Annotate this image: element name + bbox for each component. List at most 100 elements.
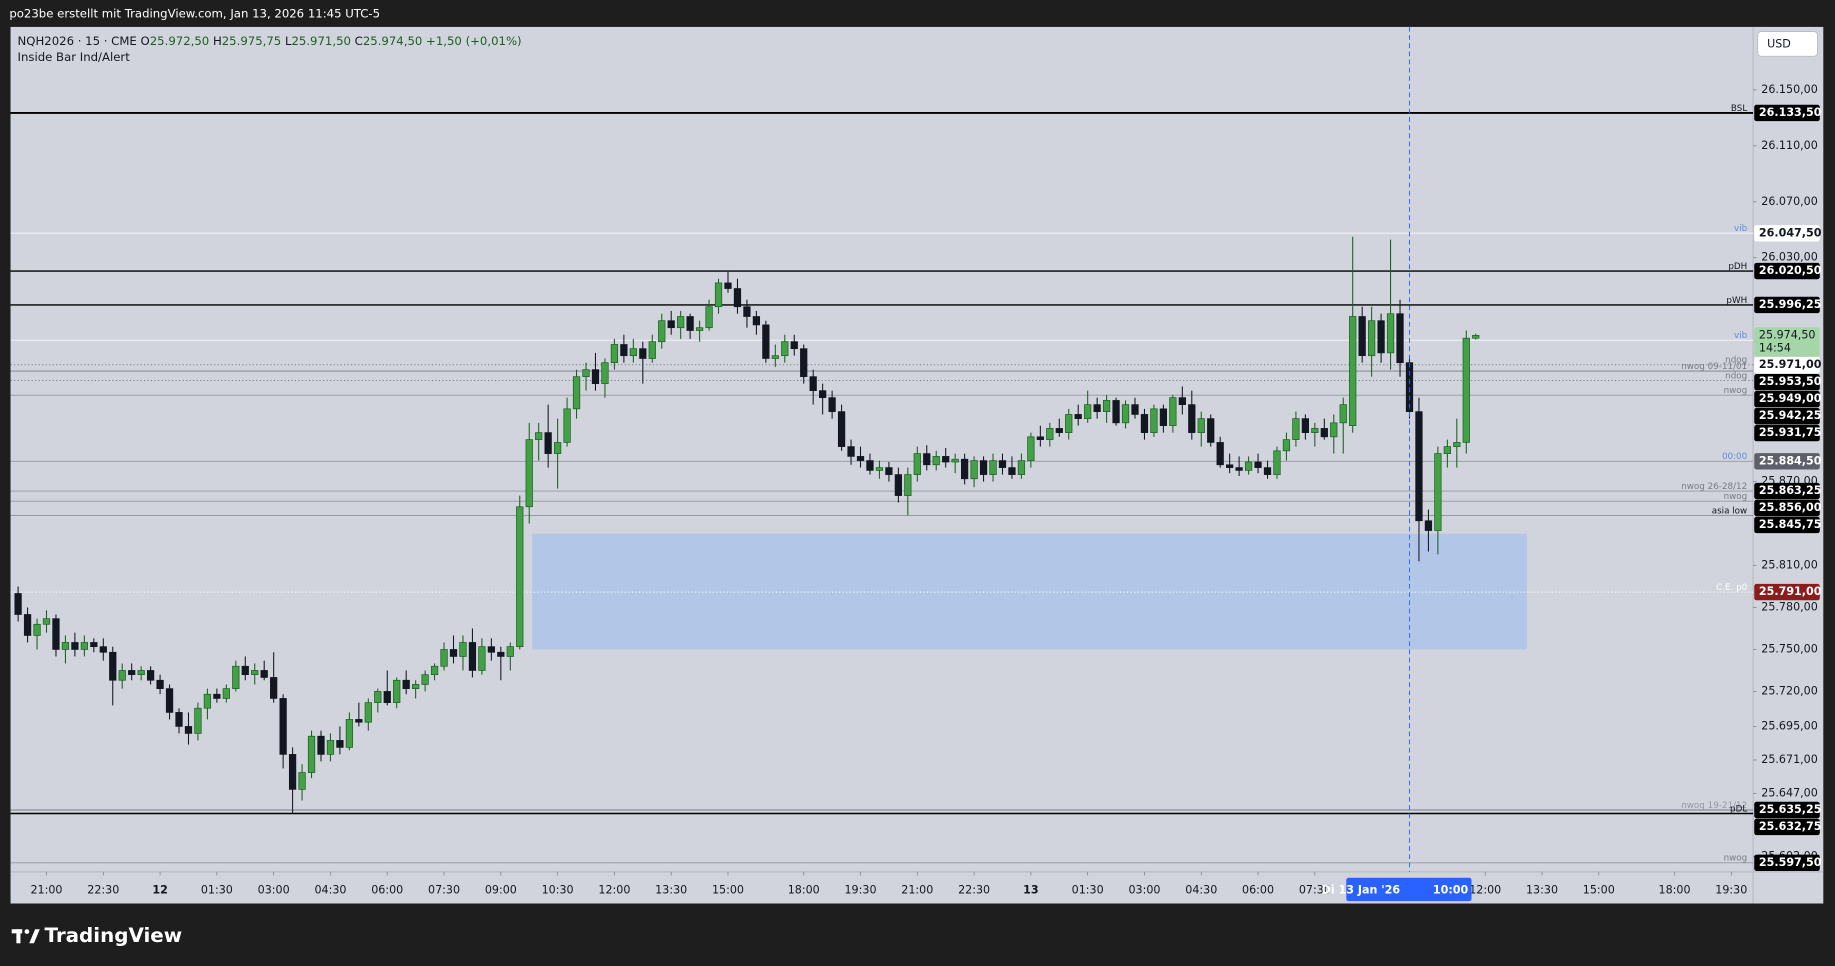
price-label: 25.971,00 <box>1759 358 1822 371</box>
candle-body <box>1065 414 1073 433</box>
candle-body <box>1017 460 1026 475</box>
candle-body <box>837 411 846 447</box>
price-label: 25.791,00 <box>1759 585 1822 598</box>
candle-body <box>1405 362 1414 412</box>
candle-body <box>364 702 372 723</box>
candle-body <box>951 458 959 463</box>
candle-body <box>885 467 893 475</box>
candle-body <box>298 772 306 790</box>
candle-body <box>345 719 354 748</box>
price-label: 25.884,50 <box>1759 454 1822 467</box>
legend-part: 25.972,50 <box>150 33 209 47</box>
candle-body <box>809 376 817 392</box>
candle-body <box>1292 418 1300 440</box>
candle-body <box>194 707 202 734</box>
candle-body <box>1008 467 1016 475</box>
candle-body <box>1330 422 1338 438</box>
y-tick-label: 25.695,00 <box>1761 719 1818 732</box>
x-tick-label: 03:00 <box>1128 884 1160 897</box>
price-label-box <box>1754 818 1820 836</box>
candle-body <box>1197 418 1205 433</box>
price-label: 25.632,75 <box>1759 820 1822 833</box>
x-tick-label: 13:30 <box>655 884 687 897</box>
level-tag: C.E. p0 <box>1716 583 1747 593</box>
candle-body <box>421 674 429 685</box>
currency-button[interactable] <box>1757 31 1818 57</box>
countdown: 14:54 <box>1759 341 1791 354</box>
candle-body <box>695 327 704 331</box>
x-tick-label: 06:00 <box>1242 884 1274 897</box>
candle-body <box>866 460 874 471</box>
candle-body <box>1112 400 1120 424</box>
level-tag: ndog <box>1725 356 1747 366</box>
last-price-label: 25.974,50 <box>1759 328 1816 341</box>
branding: TradingView <box>11 924 182 947</box>
candle-body <box>1377 320 1385 354</box>
candle-body <box>1301 418 1310 433</box>
currency-label[interactable]: USD <box>1767 37 1791 50</box>
candle-body <box>591 369 600 385</box>
candle-body <box>819 390 827 398</box>
candle-body <box>1434 453 1442 531</box>
level-tag: pDL <box>1730 804 1747 814</box>
candle-body <box>478 646 486 671</box>
y-tick-label: 25.780,00 <box>1761 600 1818 613</box>
candle-body <box>724 282 732 289</box>
level-tag: nwog <box>1724 854 1748 864</box>
level-tag: vib <box>1734 331 1748 341</box>
price-label-box <box>1754 482 1820 500</box>
crosshair-date: Di 13 Jan '26 <box>1322 884 1401 897</box>
level-tag: pWH <box>1726 296 1747 306</box>
x-tick-label: 21:00 <box>30 884 62 897</box>
candle-body <box>771 355 779 359</box>
candle-body <box>904 474 912 496</box>
y-tick-label: 25.810,00 <box>1761 559 1818 572</box>
x-tick-label: 18:00 <box>1659 884 1691 897</box>
candle-body <box>639 348 647 359</box>
candle-body <box>942 456 950 463</box>
price-label: 26.133,50 <box>1759 106 1822 119</box>
price-label-box <box>1754 583 1820 601</box>
price-label-box <box>1754 374 1820 391</box>
y-tick-label: 25.720,00 <box>1761 684 1818 697</box>
level-tag: nwog 19-21/12 <box>1681 801 1747 811</box>
candle-body <box>383 691 391 703</box>
x-tick-label: 03:00 <box>258 884 290 897</box>
candle-body <box>1244 461 1253 471</box>
x-tick-label: 10:30 <box>542 884 574 897</box>
candle-body <box>1311 428 1319 433</box>
candle-body <box>506 646 514 657</box>
candle-body <box>326 740 335 755</box>
candle-body <box>487 646 495 653</box>
candle-body <box>705 306 713 329</box>
price-label-box <box>1754 801 1820 819</box>
candle-body <box>1386 313 1395 354</box>
candle-body <box>317 735 325 755</box>
price-label-box <box>1754 390 1820 408</box>
candle-body <box>1159 408 1168 426</box>
candle-body <box>1462 337 1470 443</box>
x-tick-label: 18:00 <box>788 884 820 897</box>
level-tag: 00:00 <box>1722 452 1747 462</box>
candle-body <box>1169 397 1177 426</box>
candle-body <box>516 506 524 648</box>
candle-body <box>156 679 164 689</box>
candle-body <box>307 735 316 773</box>
price-label-box <box>1754 424 1820 442</box>
candle-body <box>412 684 420 689</box>
candle-body <box>535 432 543 440</box>
legend: NQH2026 · 15 · CME O25.972,50 H25.975,75… <box>18 33 522 47</box>
candle-body <box>1254 461 1262 468</box>
candle-body <box>393 679 401 703</box>
candle-body <box>71 642 79 650</box>
candle-body <box>856 456 865 461</box>
price-label: 25.635,25 <box>1759 803 1822 816</box>
price-label: 25.942,25 <box>1759 409 1822 422</box>
candle-body <box>146 670 155 681</box>
crosshair-time: 10:00 <box>1433 884 1469 897</box>
candle-body <box>336 740 344 748</box>
x-tick-label: 21:00 <box>901 884 933 897</box>
x-tick-label: 07:30 <box>428 884 460 897</box>
candle-body <box>743 306 751 317</box>
